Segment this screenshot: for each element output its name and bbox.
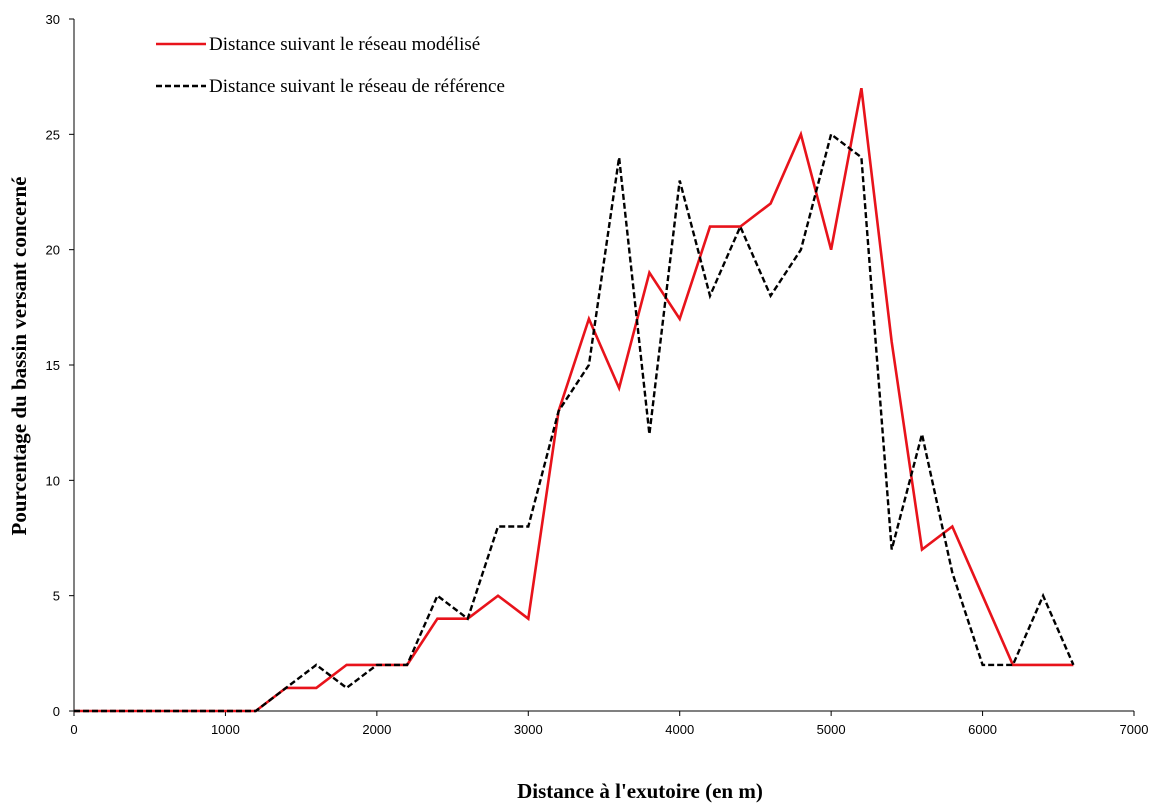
y-tick-label: 30 <box>46 12 60 27</box>
legend-label-1: Distance suivant le réseau modélisé <box>209 34 480 55</box>
y-axis-title: Pourcentage du bassin versant concerné <box>7 177 31 536</box>
y-tick-label: 25 <box>46 127 60 142</box>
y-tick-label: 20 <box>46 243 60 258</box>
legend-label-2: Distance suivant le réseau de référence <box>209 76 505 97</box>
x-axis-title: Distance à l'exutoire (en m) <box>517 779 763 803</box>
y-tick-label: 0 <box>53 704 60 719</box>
x-tick-label: 4000 <box>665 722 694 737</box>
x-tick-label: 5000 <box>817 722 846 737</box>
y-axis-ticks: 0 5 10 15 20 25 30 <box>46 12 74 719</box>
x-tick-label: 6000 <box>968 722 997 737</box>
x-tick-label: 0 <box>70 722 77 737</box>
y-tick-label: 10 <box>46 473 60 488</box>
series-line-2 <box>74 134 1073 711</box>
x-axis-ticks: 0 1000 2000 3000 4000 5000 6000 7000 <box>70 711 1148 737</box>
series-line-1 <box>74 88 1073 711</box>
x-tick-label: 3000 <box>514 722 543 737</box>
x-tick-label: 1000 <box>211 722 240 737</box>
series-lines <box>74 88 1073 711</box>
x-tick-label: 7000 <box>1120 722 1149 737</box>
y-tick-label: 5 <box>53 589 60 604</box>
x-tick-label: 2000 <box>362 722 391 737</box>
legend: Distance suivant le réseau modélisé Dista… <box>156 34 505 97</box>
y-tick-label: 15 <box>46 358 60 373</box>
